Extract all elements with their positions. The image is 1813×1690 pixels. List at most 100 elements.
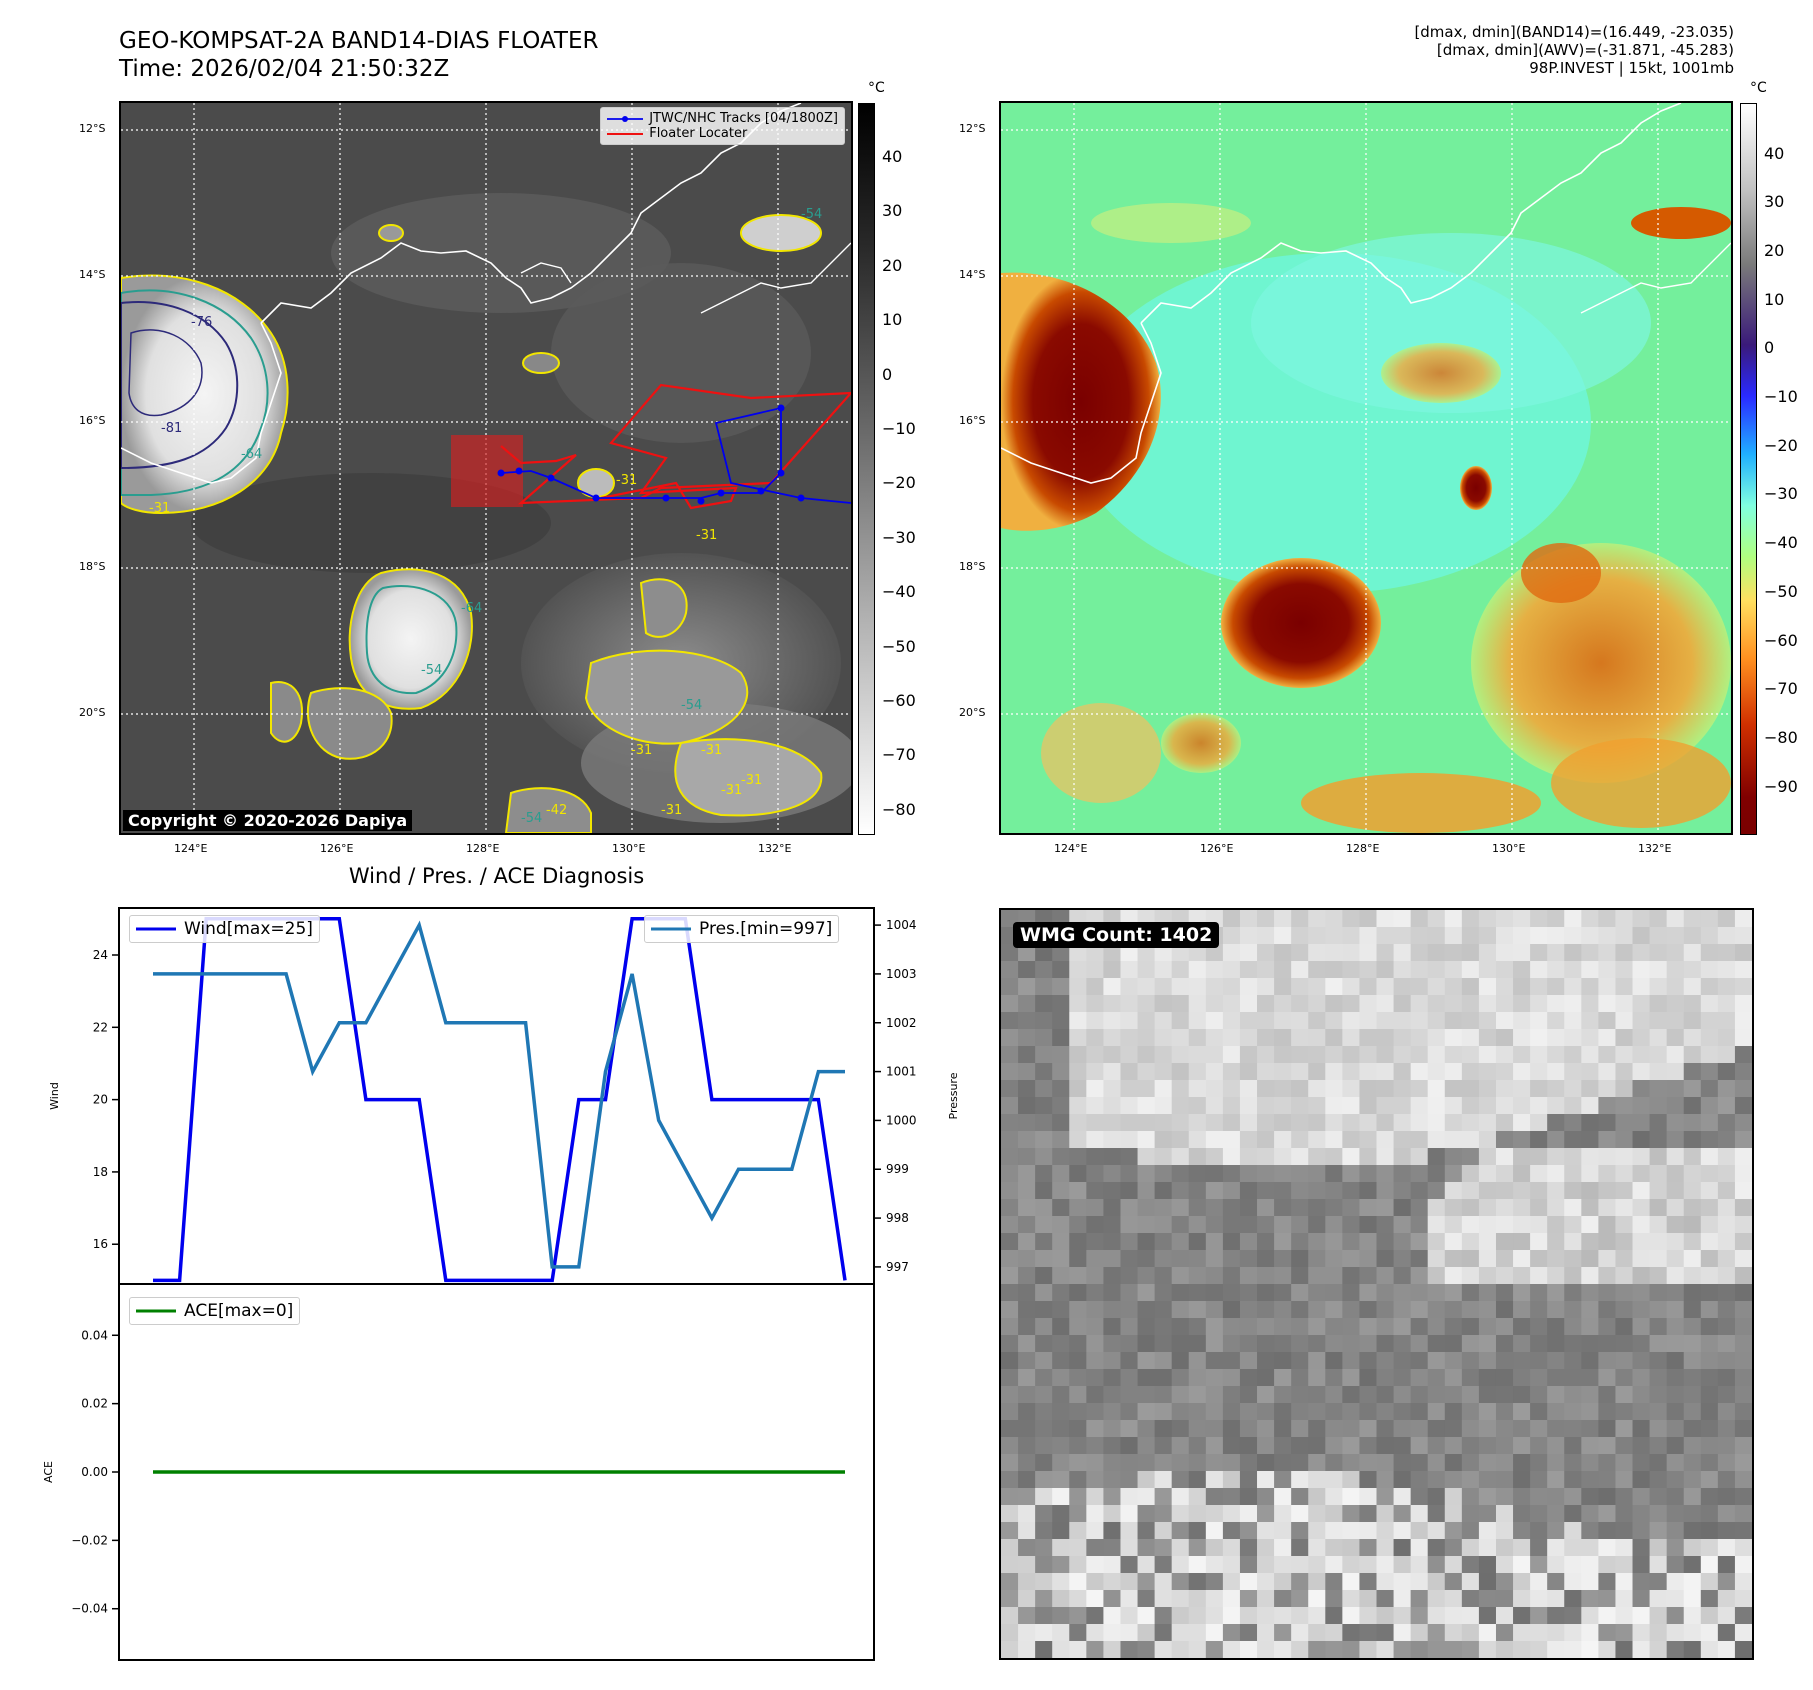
awv-colorbar bbox=[1740, 103, 1757, 835]
wmg-pixel bbox=[1427, 1573, 1446, 1591]
wmg-pixel bbox=[1683, 1114, 1702, 1132]
wmg-pixel bbox=[1325, 1267, 1343, 1285]
wmg-pixel bbox=[1188, 1131, 1207, 1149]
ace-tick-label: 0.00 bbox=[81, 1465, 108, 1479]
cloud-texture bbox=[331, 193, 671, 313]
wmg-pixel bbox=[1001, 1505, 1019, 1523]
wmg-pixel bbox=[1035, 1522, 1053, 1540]
wmg-pixel bbox=[1291, 1522, 1309, 1540]
wmg-pixel bbox=[1734, 1131, 1752, 1149]
wmg-pixel bbox=[1700, 1488, 1719, 1506]
wmg-pixel bbox=[1154, 1046, 1173, 1064]
wmg-pixel bbox=[1291, 1590, 1309, 1608]
wmg-pixel bbox=[1717, 1165, 1736, 1183]
wmg-pixel bbox=[1018, 1114, 1036, 1132]
wmg-pixel bbox=[1410, 978, 1429, 996]
wmg-pixel bbox=[1325, 1080, 1343, 1098]
wmg-pixel bbox=[1683, 1369, 1702, 1387]
wmg-pixel bbox=[1444, 978, 1463, 996]
wmg-pixel bbox=[1308, 1284, 1326, 1302]
wmg-pixel bbox=[1427, 1284, 1446, 1302]
wmg-pixel bbox=[1615, 1199, 1634, 1217]
wmg-pixel bbox=[1001, 1386, 1019, 1404]
wmg-pixel bbox=[1427, 961, 1446, 979]
wmg-pixel bbox=[1205, 978, 1224, 996]
wmg-pixel bbox=[1222, 1624, 1241, 1642]
wmg-pixel bbox=[1154, 1080, 1173, 1098]
wmg-pixel bbox=[1530, 910, 1548, 928]
wmg-pixel bbox=[1171, 1267, 1190, 1285]
wmg-pixel bbox=[1717, 1641, 1736, 1658]
wmg-pixel bbox=[1120, 978, 1139, 996]
awv-cbar-tick: −40 bbox=[1764, 533, 1798, 552]
wmg-pixel bbox=[1291, 1624, 1309, 1642]
wmg-pixel bbox=[1615, 1573, 1634, 1591]
wmg-pixel bbox=[1052, 995, 1070, 1013]
wmg-pixel bbox=[1359, 1165, 1378, 1183]
wmg-pixel bbox=[1615, 1539, 1634, 1557]
wmg-pixel bbox=[1478, 1284, 1497, 1302]
wmg-pixel bbox=[1052, 1641, 1070, 1658]
wmg-pixel bbox=[1342, 978, 1361, 996]
wmg-pixel bbox=[1342, 1233, 1361, 1251]
wmg-pixel bbox=[1171, 1114, 1190, 1132]
wmg-pixel bbox=[1564, 1012, 1582, 1030]
wmg-pixel bbox=[1239, 1539, 1258, 1557]
wmg-pixel bbox=[1376, 1182, 1395, 1200]
wmg-pixel bbox=[1717, 1284, 1736, 1302]
wmg-pixel bbox=[1615, 1471, 1634, 1489]
wmg-pixel bbox=[1530, 1369, 1548, 1387]
wmg-pixel bbox=[1205, 1165, 1224, 1183]
wmg-pixel bbox=[1052, 1403, 1070, 1421]
wmg-pixel bbox=[1461, 1335, 1480, 1353]
wmg-pixel bbox=[1598, 1556, 1617, 1574]
wmg-pixel bbox=[1086, 1437, 1105, 1455]
wmg-pixel bbox=[1564, 1284, 1582, 1302]
wmg-pixel bbox=[1137, 1063, 1156, 1081]
wmg-pixel bbox=[1291, 1165, 1309, 1183]
wmg-pixel bbox=[1495, 1216, 1514, 1234]
wmg-pixel bbox=[1069, 1335, 1087, 1353]
wmg-pixel bbox=[1342, 1063, 1361, 1081]
wmg-pixel bbox=[1478, 1131, 1497, 1149]
wmg-pixel bbox=[1666, 1216, 1685, 1234]
wmg-pixel bbox=[1717, 1335, 1736, 1353]
wmg-pixel bbox=[1734, 1522, 1752, 1540]
wmg-pixel bbox=[1257, 1046, 1275, 1064]
wmg-pixel bbox=[1615, 995, 1634, 1013]
wmg-pixel bbox=[1598, 1046, 1617, 1064]
wmg-pixel bbox=[1137, 1131, 1156, 1149]
wmg-pixel bbox=[1001, 1097, 1019, 1115]
wmg-pixel bbox=[1513, 1097, 1531, 1115]
wmg-pixel bbox=[1342, 1165, 1361, 1183]
wmg-pixel bbox=[1171, 1607, 1190, 1625]
wmg-pixel bbox=[1410, 1131, 1429, 1149]
awv-cbar-tick: 20 bbox=[1764, 241, 1785, 260]
wmg-pixel bbox=[1291, 1250, 1309, 1268]
pressure-tick-label: 999 bbox=[886, 1162, 909, 1176]
wmg-pixel bbox=[1547, 1522, 1565, 1540]
wmg-pixel bbox=[1069, 1488, 1087, 1506]
wmg-pixel bbox=[1427, 1063, 1446, 1081]
wmg-pixel bbox=[1239, 1641, 1258, 1658]
wmg-pixel bbox=[1461, 1216, 1480, 1234]
wmg-pixel bbox=[1086, 1029, 1105, 1047]
wmg-pixel bbox=[1427, 1641, 1446, 1658]
wmg-pixel bbox=[1137, 1369, 1156, 1387]
wmg-pixel bbox=[1564, 1437, 1582, 1455]
wmg-pixel bbox=[1325, 1250, 1343, 1268]
wmg-pixel bbox=[1018, 1318, 1036, 1336]
convective-cell bbox=[378, 224, 404, 242]
wmg-pixel bbox=[1154, 1063, 1173, 1081]
wmg-pixel bbox=[1018, 1352, 1036, 1370]
wmg-pixel bbox=[1683, 961, 1702, 979]
contour-label: -31 bbox=[721, 783, 743, 798]
wmg-pixel bbox=[1513, 927, 1531, 945]
wmg-pixel bbox=[1393, 1590, 1412, 1608]
awv-cbar-tick: 10 bbox=[1764, 290, 1785, 309]
wmg-pixel bbox=[1103, 978, 1122, 996]
wmg-pixel bbox=[1683, 1233, 1702, 1251]
wmg-pixel bbox=[1222, 944, 1241, 962]
wmg-pixel bbox=[1495, 1420, 1514, 1438]
wmg-pixel bbox=[1700, 1063, 1719, 1081]
